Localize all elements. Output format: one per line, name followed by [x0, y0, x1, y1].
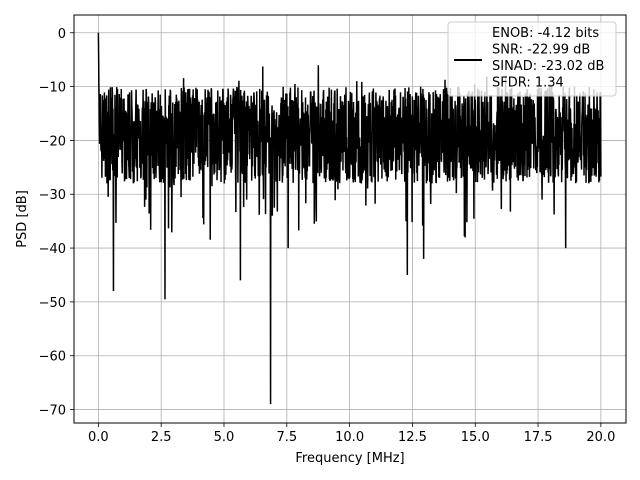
- x-tick-label: 10.0: [335, 430, 364, 445]
- y-tick-label: −10: [39, 81, 66, 96]
- x-tick-label: 17.5: [524, 430, 553, 445]
- y-tick-label: −70: [39, 404, 66, 419]
- legend-entry-line: SNR: -22.99 dB: [492, 43, 590, 58]
- legend-box: [447, 21, 617, 97]
- x-axis: 0.0 2.5 5.0 7.5 10.0 12.5 15.0 17.5 20.0: [88, 423, 615, 445]
- y-tick-label: −20: [39, 134, 66, 149]
- x-tick-label: 12.5: [398, 430, 427, 445]
- y-tick-label: −40: [39, 242, 66, 257]
- plot-area: [97, 32, 602, 405]
- x-tick-label: 7.5: [276, 430, 297, 445]
- x-tick-label: 0.0: [88, 430, 109, 445]
- psd-series-line: [97, 32, 602, 405]
- x-axis-label: Frequency [MHz]: [295, 451, 404, 466]
- legend-entry-line: ENOB: -4.12 bits: [492, 26, 599, 41]
- x-tick-label: 5.0: [214, 430, 235, 445]
- y-axis: 0 −10 −20 −30 −40 −50 −60 −70: [39, 27, 74, 419]
- y-tick-label: −50: [39, 296, 66, 311]
- y-tick-label: −60: [39, 350, 66, 365]
- x-tick-label: 20.0: [586, 430, 615, 445]
- x-tick-label: 15.0: [461, 430, 490, 445]
- x-tick-label: 2.5: [151, 430, 172, 445]
- legend-entry-line: SFDR: 1.34: [492, 76, 564, 91]
- y-axis-label: PSD [dB]: [15, 190, 30, 248]
- y-tick-label: 0: [58, 27, 66, 42]
- legend-entry-line: SINAD: -23.02 dB: [492, 59, 604, 74]
- y-tick-label: −30: [39, 188, 66, 203]
